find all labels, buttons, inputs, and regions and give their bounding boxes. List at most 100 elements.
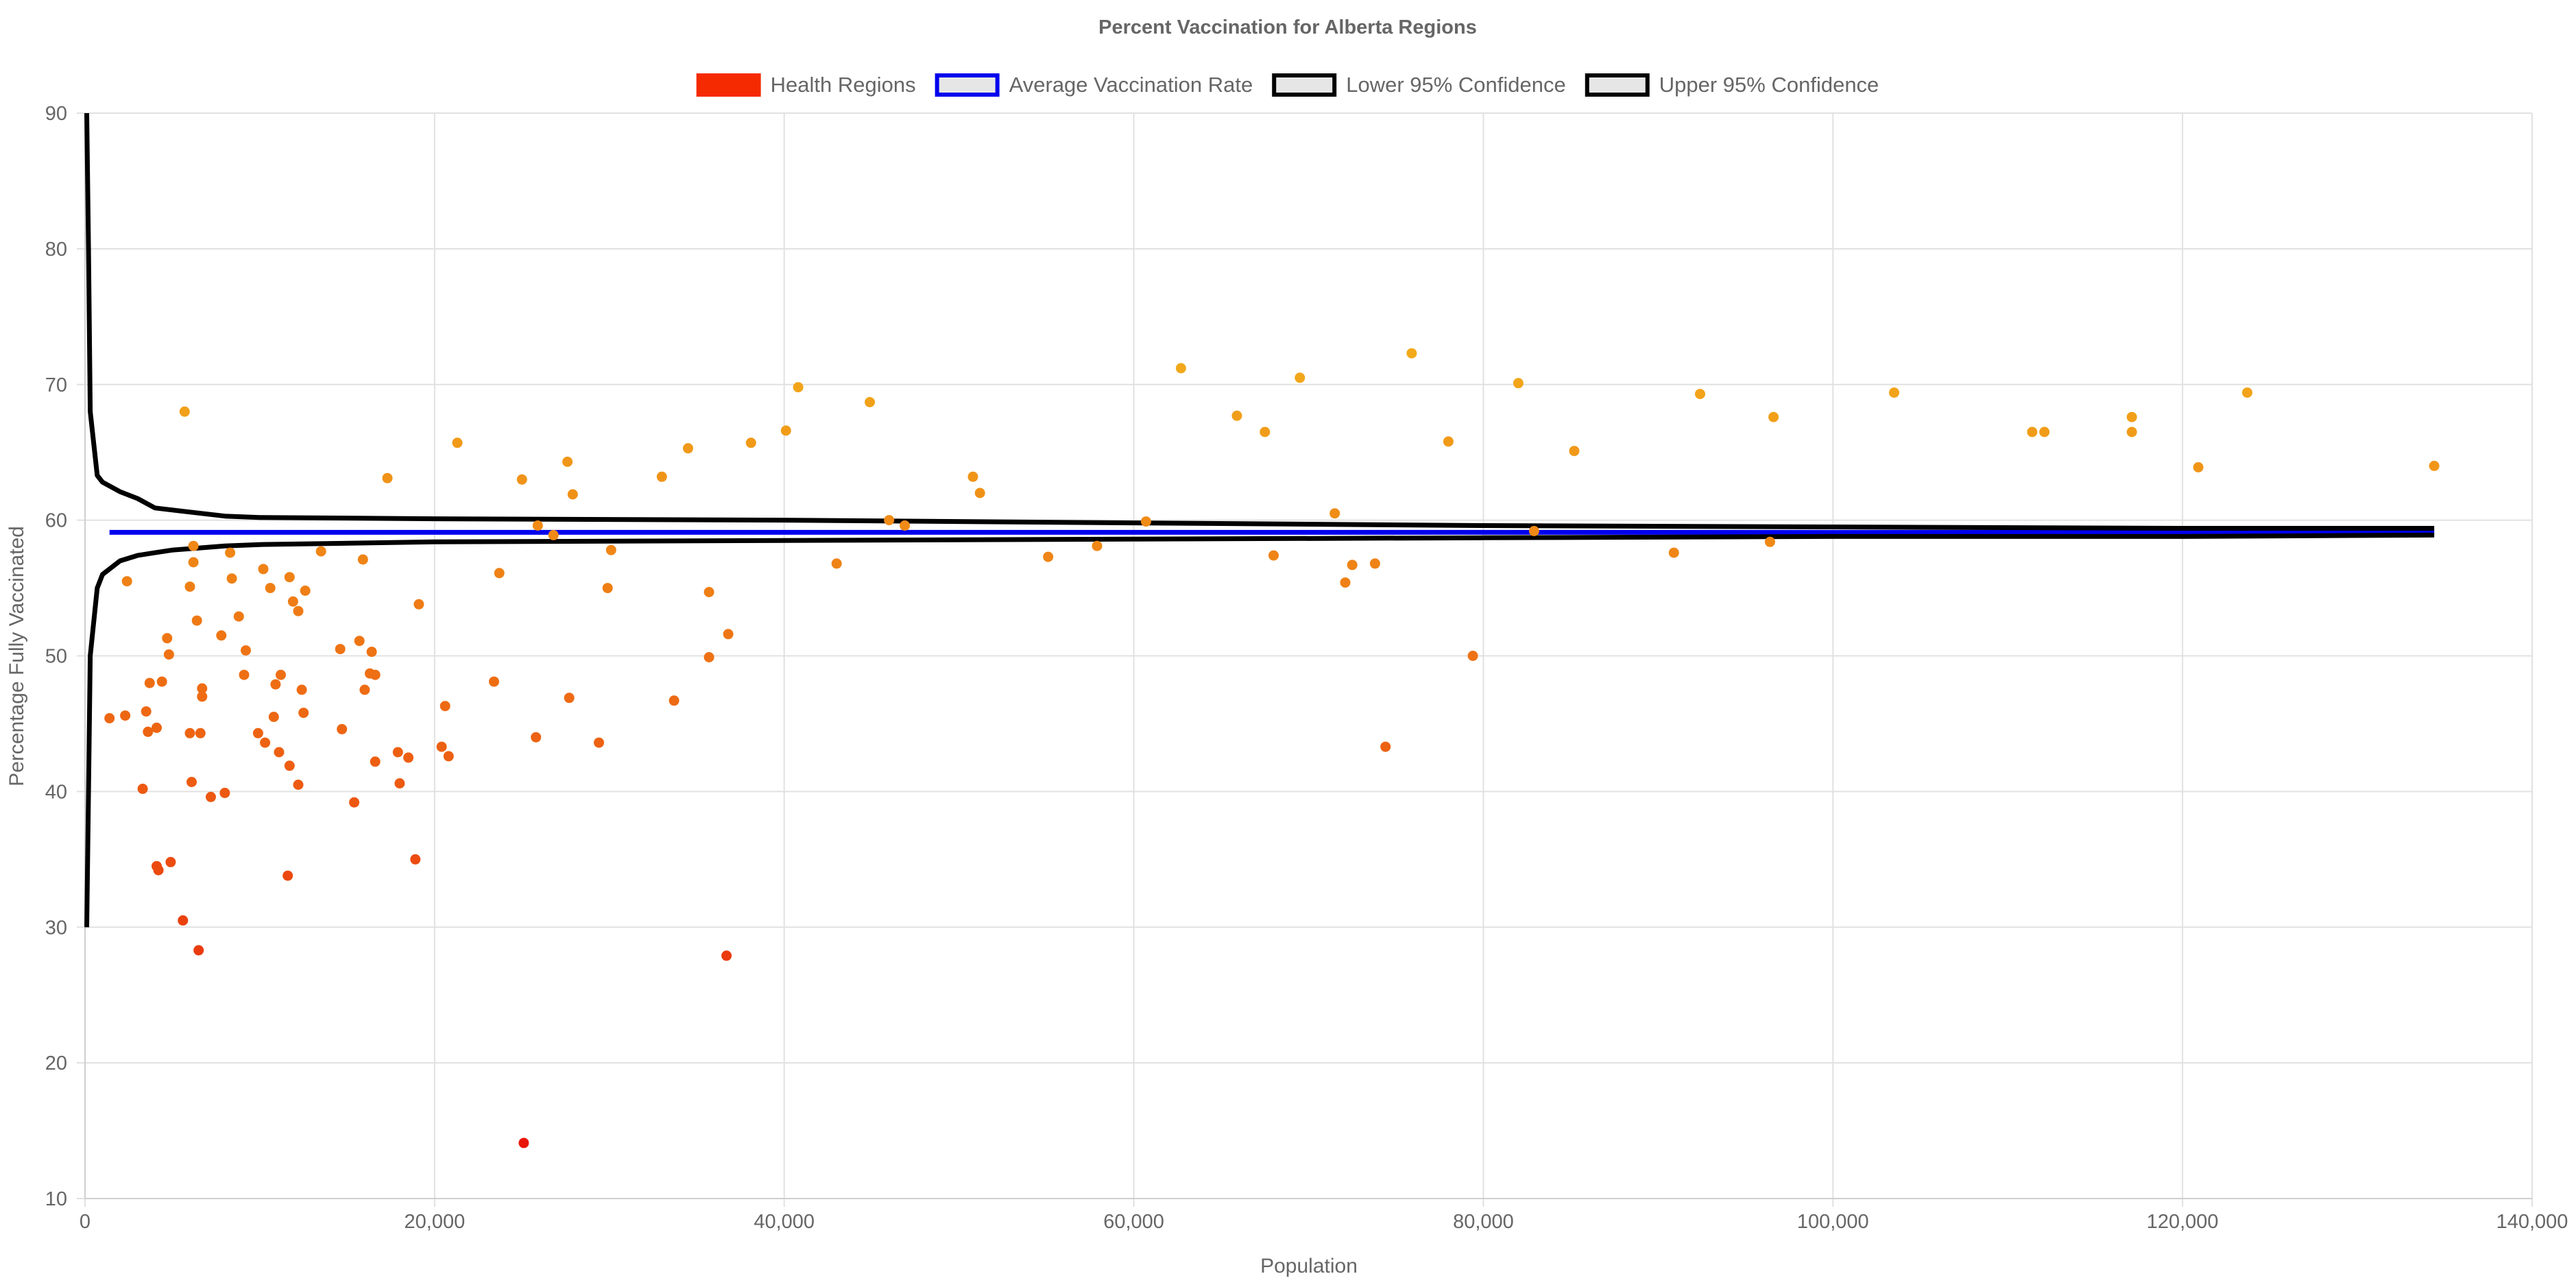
health-region-point[interactable] xyxy=(780,425,791,436)
health-region-point[interactable] xyxy=(270,679,281,690)
health-region-point[interactable] xyxy=(1889,387,1899,398)
health-region-point[interactable] xyxy=(226,573,237,584)
health-region-point[interactable] xyxy=(656,471,667,482)
health-region-point[interactable] xyxy=(1406,348,1417,359)
health-region-point[interactable] xyxy=(193,945,204,956)
health-region-point[interactable] xyxy=(2126,426,2137,437)
health-region-point[interactable] xyxy=(2242,387,2252,398)
health-region-point[interactable] xyxy=(567,489,578,500)
health-region-point[interactable] xyxy=(121,576,132,587)
health-region-point[interactable] xyxy=(184,581,195,592)
legend-swatch-lower-95-confidence[interactable] xyxy=(1272,73,1337,97)
health-region-point[interactable] xyxy=(884,515,895,526)
health-region-point[interactable] xyxy=(1467,651,1478,661)
health-region-point[interactable] xyxy=(162,633,173,644)
health-region-point[interactable] xyxy=(287,596,298,607)
health-region-point[interactable] xyxy=(188,540,199,551)
health-region-point[interactable] xyxy=(443,751,454,762)
health-region-point[interactable] xyxy=(382,472,393,483)
health-region-point[interactable] xyxy=(1695,389,1705,400)
health-region-point[interactable] xyxy=(337,723,348,734)
health-region-point[interactable] xyxy=(745,437,756,448)
health-region-point[interactable] xyxy=(669,695,679,706)
health-region-point[interactable] xyxy=(296,684,307,695)
health-region-point[interactable] xyxy=(489,676,499,687)
health-region-point[interactable] xyxy=(703,652,714,662)
health-region-point[interactable] xyxy=(188,557,199,568)
health-region-point[interactable] xyxy=(141,706,152,717)
health-region-point[interactable] xyxy=(120,710,131,721)
health-region-point[interactable] xyxy=(354,636,365,647)
health-region-point[interactable] xyxy=(1175,363,1186,374)
legend-swatch-health-regions[interactable] xyxy=(696,73,761,97)
health-region-point[interactable] xyxy=(219,787,230,798)
health-region-point[interactable] xyxy=(206,791,216,802)
health-region-point[interactable] xyxy=(1340,577,1351,588)
health-region-point[interactable] xyxy=(1140,516,1151,527)
health-region-point[interactable] xyxy=(2126,411,2137,422)
health-region-point[interactable] xyxy=(260,737,271,748)
health-region-point[interactable] xyxy=(2039,426,2050,437)
health-region-point[interactable] xyxy=(298,708,309,719)
health-region-point[interactable] xyxy=(1295,372,1305,383)
health-region-point[interactable] xyxy=(865,397,876,407)
health-region-point[interactable] xyxy=(2027,426,2038,437)
health-region-point[interactable] xyxy=(974,488,985,498)
health-region-point[interactable] xyxy=(1528,526,1539,536)
health-region-point[interactable] xyxy=(1268,550,1279,561)
health-region-point[interactable] xyxy=(284,760,295,771)
health-region-point[interactable] xyxy=(703,587,714,597)
health-region-point[interactable] xyxy=(1231,410,1242,421)
health-region-point[interactable] xyxy=(394,778,405,789)
health-region-point[interactable] xyxy=(197,691,208,702)
health-region-point[interactable] xyxy=(293,780,304,790)
health-region-point[interactable] xyxy=(178,915,189,926)
health-region-point[interactable] xyxy=(413,599,424,610)
health-region-point[interactable] xyxy=(452,437,463,448)
health-region-point[interactable] xyxy=(793,382,804,393)
health-region-point[interactable] xyxy=(1369,558,1380,569)
health-region-point[interactable] xyxy=(216,630,227,641)
health-region-point[interactable] xyxy=(2193,462,2204,472)
health-region-point[interactable] xyxy=(186,777,197,787)
health-region-point[interactable] xyxy=(605,544,616,555)
health-region-point[interactable] xyxy=(1768,411,1779,422)
health-region-point[interactable] xyxy=(440,701,450,712)
health-region-point[interactable] xyxy=(531,732,542,743)
health-region-point[interactable] xyxy=(1092,540,1103,551)
health-region-point[interactable] xyxy=(518,1138,529,1148)
health-region-point[interactable] xyxy=(197,683,208,694)
health-region-point[interactable] xyxy=(1668,547,1679,558)
health-region-point[interactable] xyxy=(1443,436,1454,447)
health-region-point[interactable] xyxy=(1380,741,1391,752)
health-region-point[interactable] xyxy=(274,747,285,758)
health-region-point[interactable] xyxy=(239,669,250,680)
health-region-point[interactable] xyxy=(366,647,377,658)
health-region-point[interactable] xyxy=(152,722,162,733)
health-region-point[interactable] xyxy=(225,547,236,558)
health-region-point[interactable] xyxy=(156,676,167,687)
health-region-point[interactable] xyxy=(315,546,326,557)
health-region-point[interactable] xyxy=(602,583,613,594)
health-region-point[interactable] xyxy=(1043,551,1054,562)
health-region-point[interactable] xyxy=(184,727,195,738)
health-region-point[interactable] xyxy=(241,645,251,656)
health-region-point[interactable] xyxy=(370,756,381,767)
health-region-point[interactable] xyxy=(2429,461,2440,471)
health-region-point[interactable] xyxy=(276,669,286,680)
health-region-point[interactable] xyxy=(284,572,295,583)
health-region-point[interactable] xyxy=(1765,536,1775,547)
health-region-point[interactable] xyxy=(357,554,368,565)
health-region-point[interactable] xyxy=(436,741,447,752)
health-region-point[interactable] xyxy=(532,520,543,531)
health-region-point[interactable] xyxy=(191,615,202,626)
health-region-point[interactable] xyxy=(392,747,403,758)
health-region-point[interactable] xyxy=(282,870,293,881)
health-region-point[interactable] xyxy=(349,797,360,808)
health-region-point[interactable] xyxy=(144,677,155,688)
health-region-point[interactable] xyxy=(1569,446,1580,457)
health-region-point[interactable] xyxy=(252,727,263,738)
health-region-point[interactable] xyxy=(967,471,978,482)
legend-swatch-average-vaccination-rate[interactable] xyxy=(935,73,1000,97)
health-region-point[interactable] xyxy=(494,568,505,579)
